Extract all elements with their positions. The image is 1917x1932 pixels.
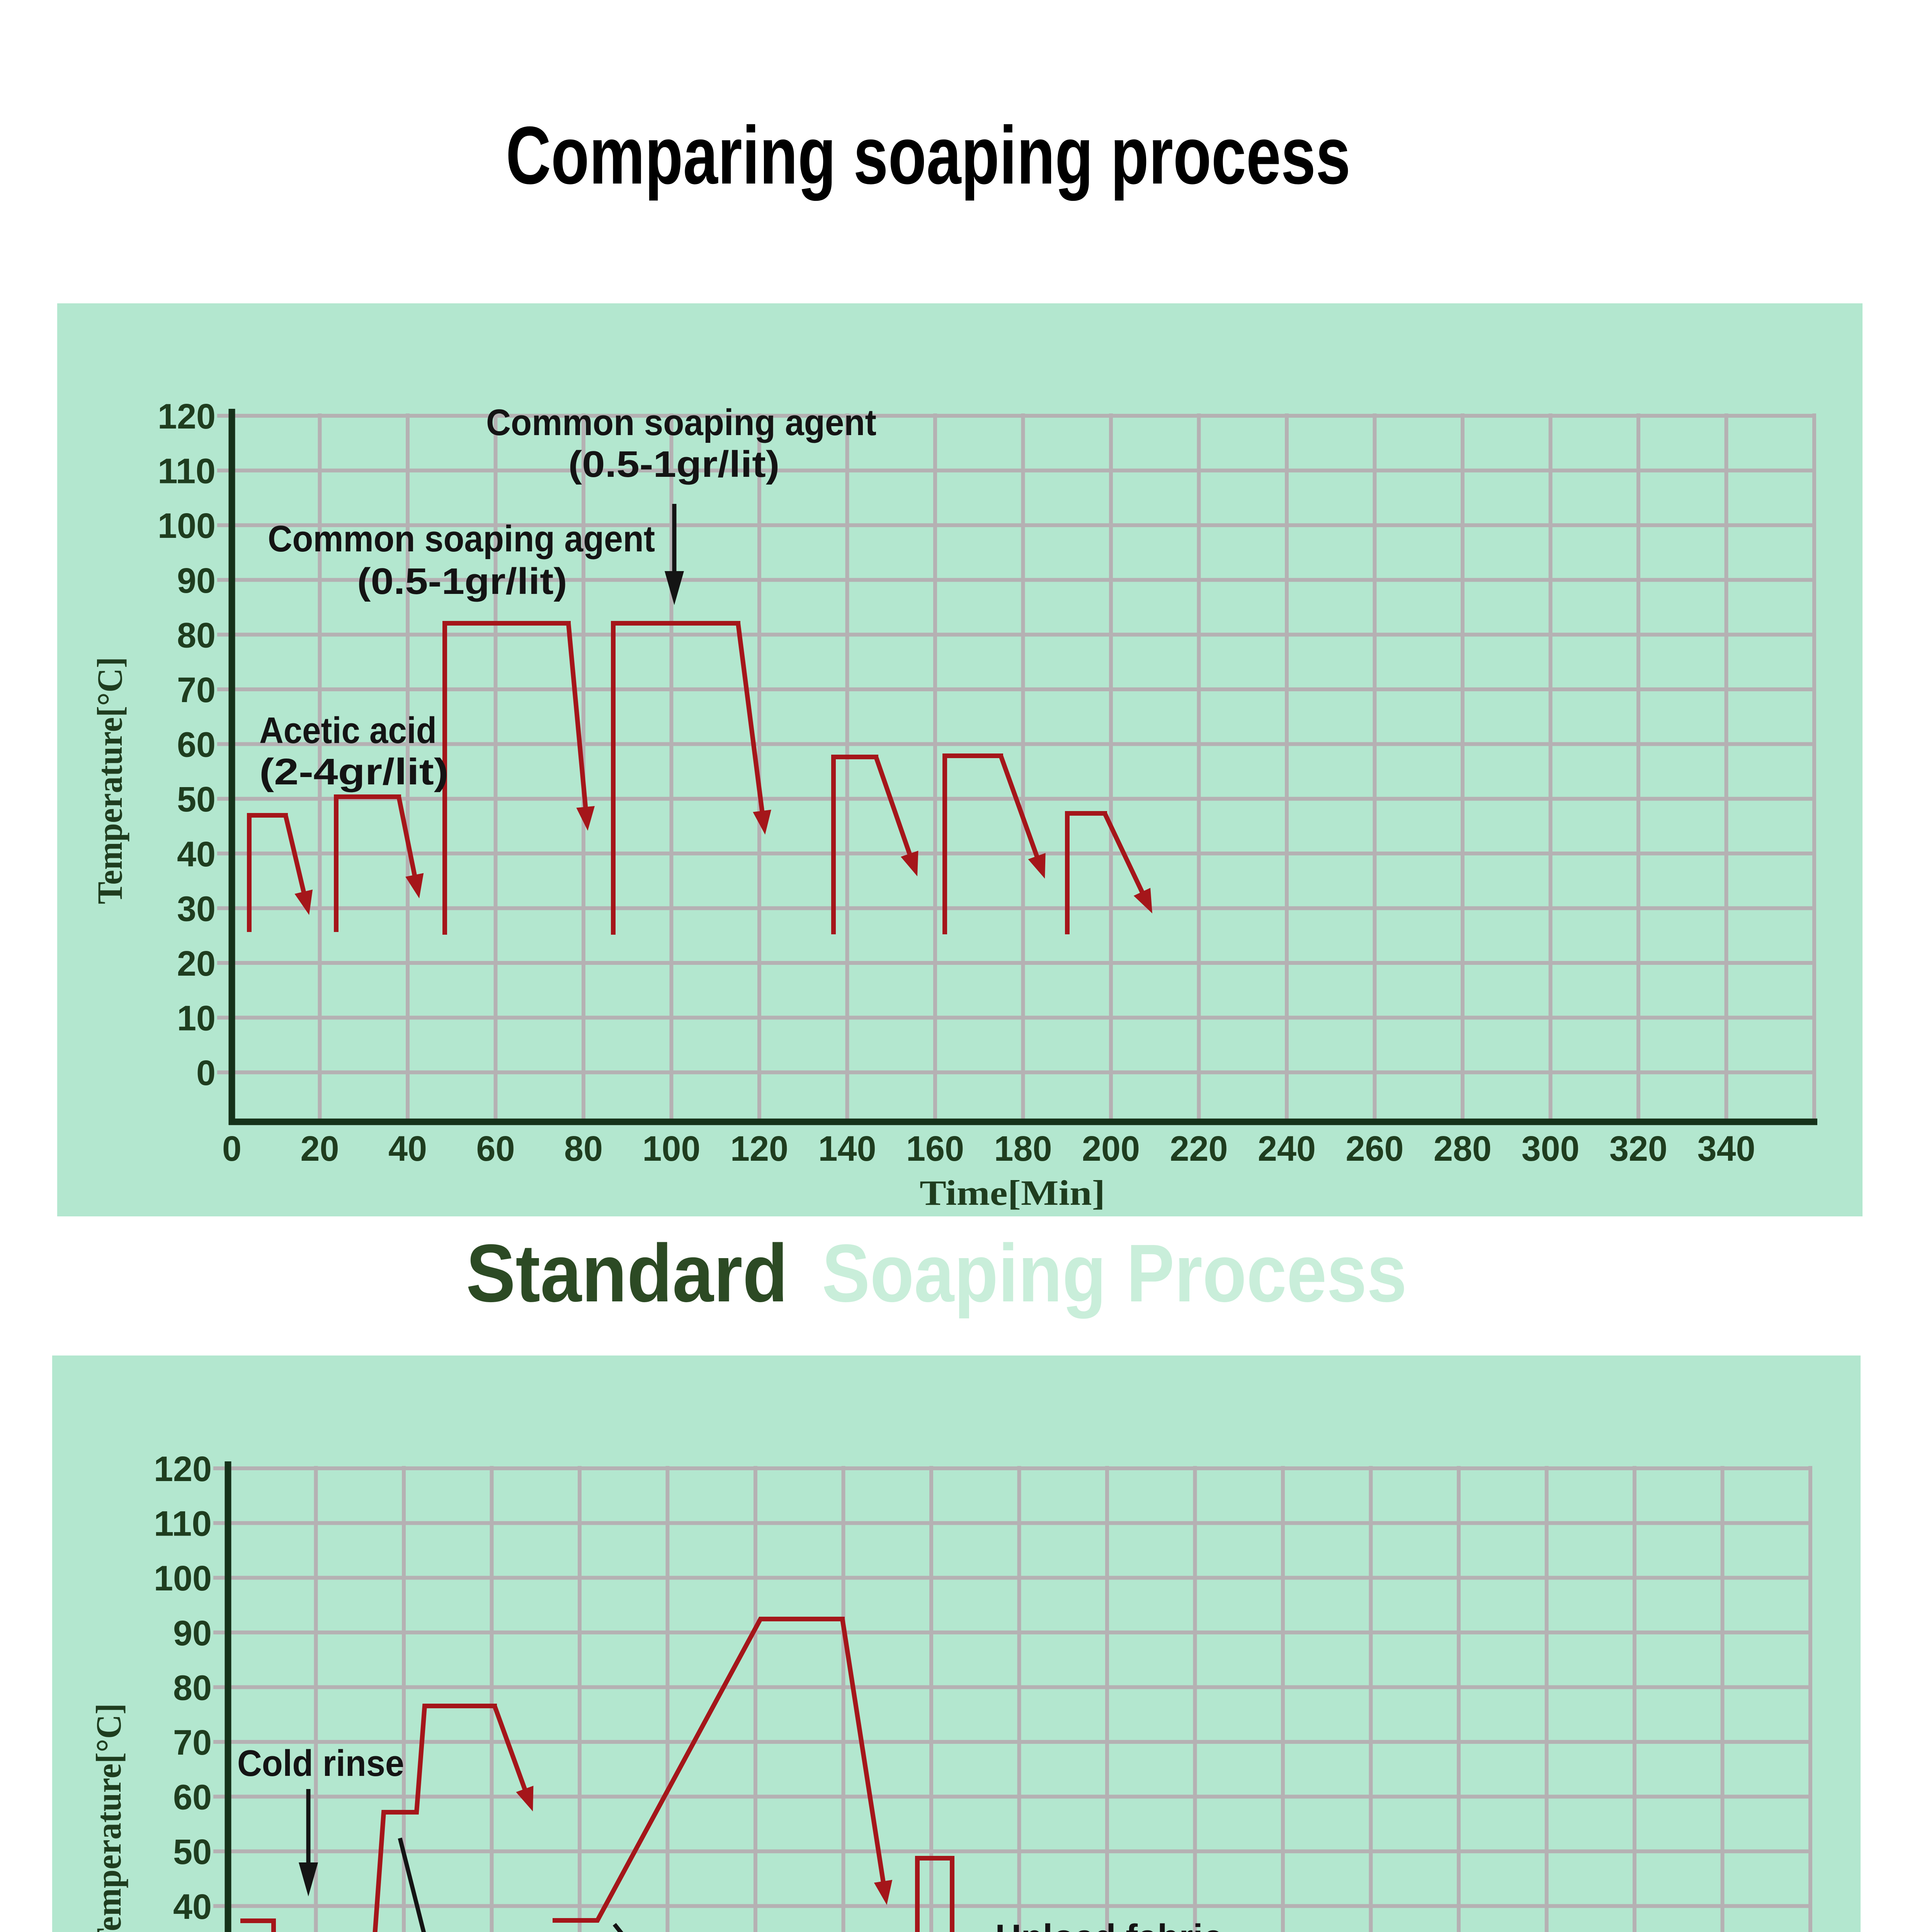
svg-text:100: 100 [154, 1559, 212, 1598]
svg-text:(0.5-1gr/lit): (0.5-1gr/lit) [568, 444, 780, 485]
svg-text:320: 320 [1609, 1129, 1667, 1168]
svg-text:100: 100 [158, 506, 216, 546]
svg-text:70: 70 [173, 1723, 212, 1762]
svg-text:40: 40 [177, 835, 216, 874]
svg-text:260: 260 [1346, 1129, 1404, 1168]
svg-text:300: 300 [1522, 1129, 1580, 1168]
svg-text:Common soaping agent: Common soaping agent [486, 402, 876, 443]
svg-text:80: 80 [177, 616, 216, 655]
svg-text:70: 70 [177, 670, 216, 710]
svg-text:160: 160 [906, 1129, 964, 1168]
svg-text:20: 20 [301, 1129, 339, 1168]
svg-text:80: 80 [173, 1668, 212, 1708]
svg-text:240: 240 [1258, 1129, 1316, 1168]
svg-text:Temperature[°C]: Temperature[°C] [89, 1703, 128, 1932]
svg-text:140: 140 [818, 1129, 876, 1168]
svg-text:0: 0 [196, 1053, 216, 1093]
svg-text:(0.5-1gr/lit): (0.5-1gr/lit) [357, 561, 567, 602]
svg-text:0: 0 [222, 1129, 242, 1168]
svg-text:60: 60 [173, 1778, 212, 1817]
svg-text:280: 280 [1434, 1129, 1492, 1168]
svg-text:60: 60 [177, 725, 216, 765]
svg-text:120: 120 [158, 397, 216, 436]
svg-text:Comparing soaping process: Comparing soaping process [506, 109, 1351, 201]
svg-text:Temperature[°C]: Temperature[°C] [90, 657, 129, 904]
svg-text:110: 110 [158, 452, 216, 491]
svg-text:50: 50 [173, 1832, 212, 1872]
svg-text:Standard: Standard [466, 1227, 788, 1319]
svg-text:20: 20 [177, 944, 216, 983]
svg-text:180: 180 [994, 1129, 1052, 1168]
svg-text:90: 90 [173, 1614, 212, 1653]
svg-text:120: 120 [730, 1129, 788, 1168]
svg-text:220: 220 [1170, 1129, 1228, 1168]
svg-text:80: 80 [564, 1129, 603, 1168]
svg-text:Common soaping agent: Common soaping agent [268, 518, 655, 560]
svg-text:30: 30 [177, 889, 216, 929]
svg-text:60: 60 [476, 1129, 515, 1168]
svg-text:200: 200 [1082, 1129, 1140, 1168]
svg-text:Soaping Process: Soaping Process [822, 1227, 1407, 1319]
svg-text:90: 90 [177, 561, 216, 600]
svg-text:100: 100 [643, 1129, 701, 1168]
svg-text:120: 120 [154, 1449, 212, 1489]
svg-text:40: 40 [173, 1887, 212, 1927]
svg-text:Time[Min]: Time[Min] [920, 1173, 1105, 1213]
svg-text:340: 340 [1698, 1129, 1755, 1168]
svg-text:40: 40 [388, 1129, 427, 1168]
svg-text:50: 50 [177, 780, 216, 819]
svg-text:(2-4gr/lit): (2-4gr/lit) [259, 751, 449, 793]
svg-text:Acetic acid: Acetic acid [259, 710, 437, 751]
svg-text:Unload fabric: Unload fabric [995, 1917, 1223, 1932]
svg-text:10: 10 [177, 999, 216, 1038]
svg-text:Cold rinse: Cold rinse [237, 1743, 404, 1784]
svg-text:110: 110 [154, 1504, 212, 1544]
